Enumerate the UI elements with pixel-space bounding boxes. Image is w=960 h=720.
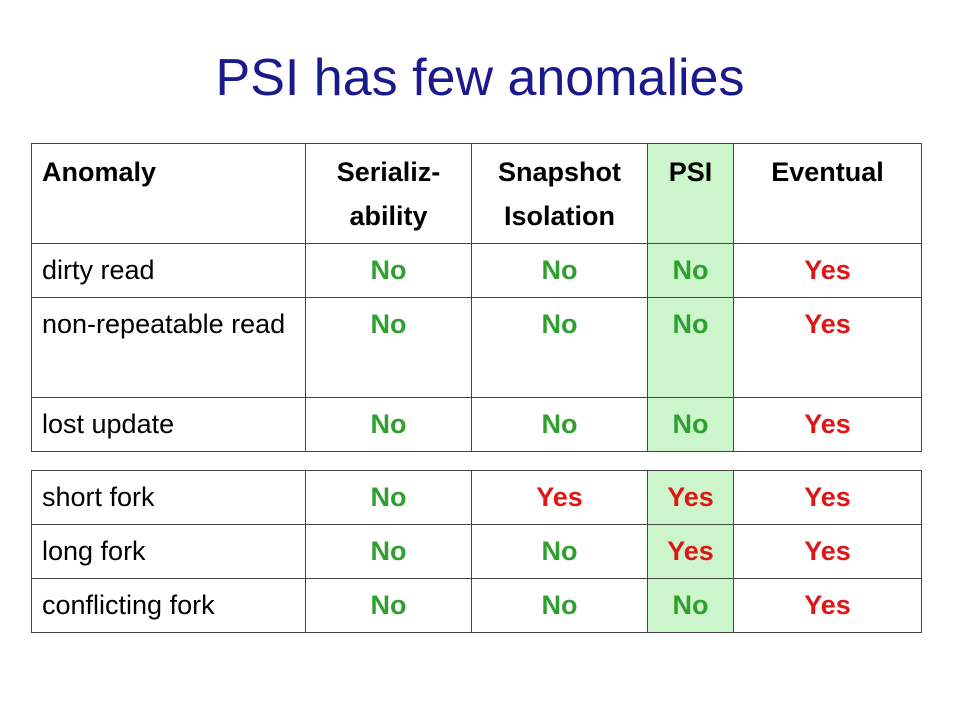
header-row: Anomaly Serializ-ability Snapshot Isolati… [31,143,922,244]
header-eventual: Eventual [733,143,922,244]
value-snapshot: No [471,297,648,398]
table-row: lost update No No No Yes [31,397,922,452]
value-psi: No [647,397,734,452]
fork-anomaly-table: short fork No Yes Yes Yes long fork No N… [31,470,922,633]
value-eventual: Yes [733,397,922,452]
value-psi: No [647,578,734,633]
value-snapshot: No [471,578,648,633]
value-serializability: No [305,397,472,452]
value-snapshot: No [471,524,648,579]
table-row: dirty read No No No Yes [31,243,922,298]
table-row: long fork No No Yes Yes [31,524,922,579]
anomaly-table: Anomaly Serializ-ability Snapshot Isolati… [31,143,922,452]
anomaly-label: short fork [31,470,306,525]
value-eventual: Yes [733,243,922,298]
anomaly-label: dirty read [31,243,306,298]
anomaly-label: lost update [31,397,306,452]
anomaly-label: long fork [31,524,306,579]
slide-title: PSI has few anomalies [215,49,745,107]
value-serializability: No [305,297,472,398]
value-serializability: No [305,243,472,298]
header-psi: PSI [647,143,734,244]
header-anomaly: Anomaly [31,143,306,244]
value-eventual: Yes [733,578,922,633]
anomaly-label: non-repeatable read [31,297,306,398]
table-row: conflicting fork No No No Yes [31,578,922,633]
value-eventual: Yes [733,470,922,525]
value-psi: No [647,297,734,398]
value-psi: Yes [647,524,734,579]
value-psi: No [647,243,734,298]
anomaly-label: conflicting fork [31,578,306,633]
value-serializability: No [305,470,472,525]
table-row: short fork No Yes Yes Yes [31,470,922,525]
value-eventual: Yes [733,297,922,398]
value-snapshot: No [471,243,648,298]
header-serializability: Serializ-ability [305,143,472,244]
value-psi: Yes [647,470,734,525]
value-serializability: No [305,578,472,633]
value-serializability: No [305,524,472,579]
table-row: non-repeatable read No No No Yes [31,297,922,398]
value-snapshot: Yes [471,470,648,525]
value-eventual: Yes [733,524,922,579]
value-snapshot: No [471,397,648,452]
header-snapshot-isolation: Snapshot Isolation [471,143,648,244]
